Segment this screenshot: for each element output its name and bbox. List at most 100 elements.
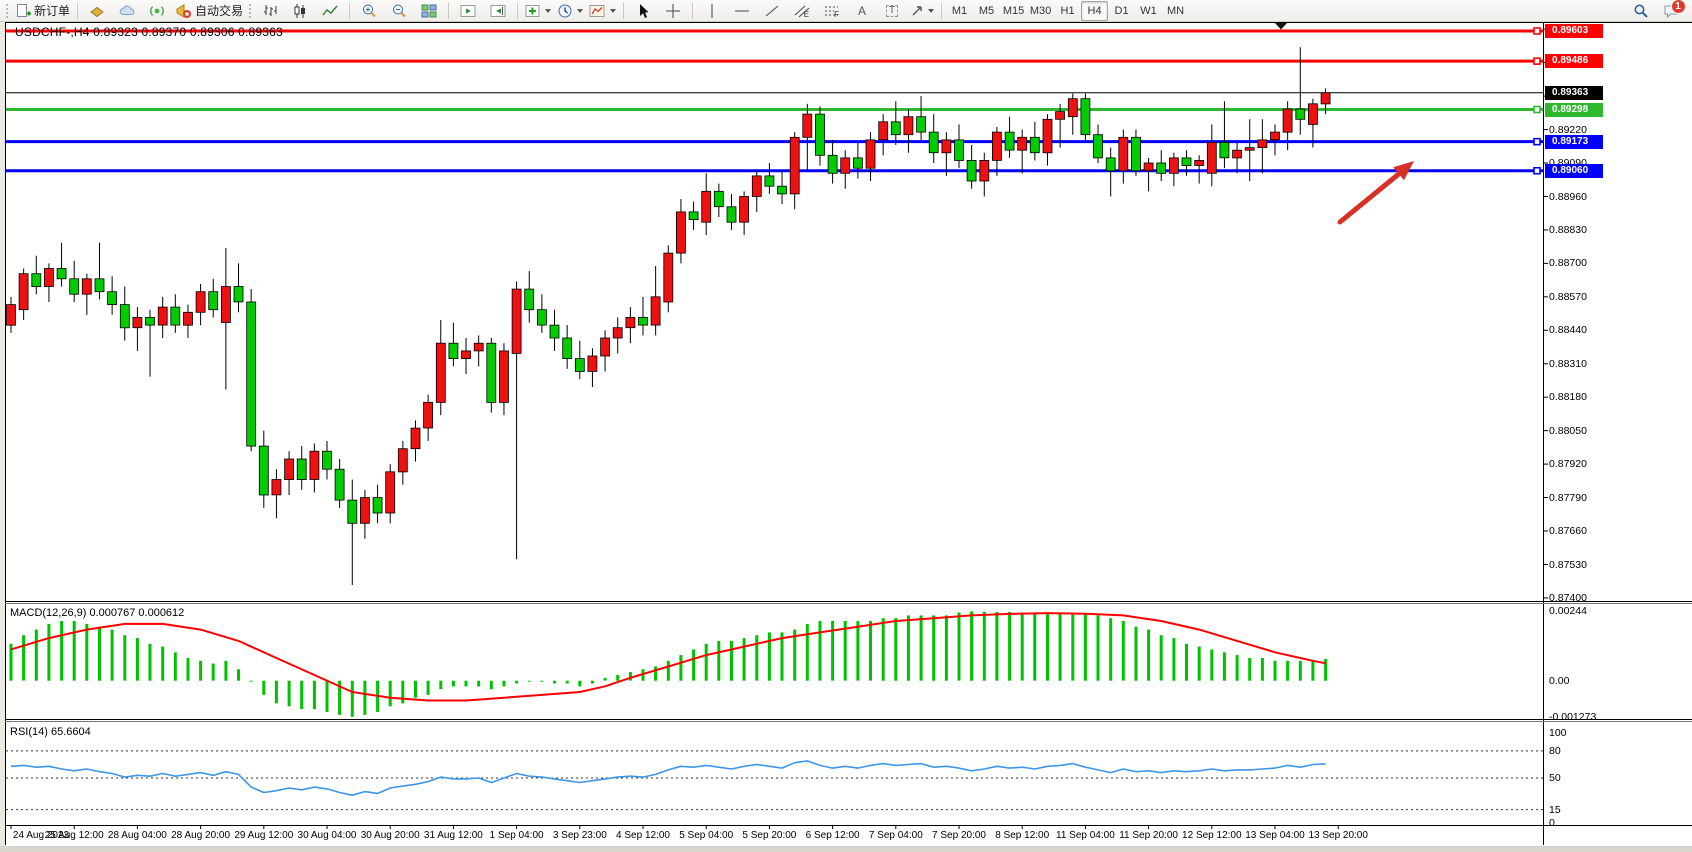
clock-icon: [557, 3, 573, 19]
chart-shift-button[interactable]: [483, 0, 513, 22]
text-label-button[interactable]: T: [877, 0, 907, 22]
price-badge: 0.89486: [1545, 54, 1603, 69]
signal-icon: [149, 3, 165, 19]
price-tick: 0.88960: [1549, 190, 1587, 203]
time-axis-label: 7 Sep 04:00: [868, 830, 923, 841]
arrows-tool-button[interactable]: [907, 0, 937, 22]
tile-windows-button[interactable]: [414, 0, 444, 22]
tf-button-H1[interactable]: H1: [1060, 4, 1075, 17]
separator: [517, 2, 519, 19]
vertical-line-button[interactable]: [697, 0, 727, 22]
equidistant-channel-button[interactable]: E: [787, 0, 817, 22]
macd-pane[interactable]: [6, 604, 1543, 719]
tf-button-M30[interactable]: M30: [1029, 4, 1052, 17]
templates-button[interactable]: [586, 0, 619, 22]
line-chart-icon: [322, 3, 338, 19]
tf-button-M1[interactable]: M1: [951, 4, 968, 17]
gold-box-button[interactable]: [82, 0, 112, 22]
fibonacci-button[interactable]: F: [817, 0, 847, 22]
fibonacci-icon: F: [824, 3, 840, 19]
time-axis-label: 28 Aug 04:00: [107, 830, 167, 841]
rsi-axis-label: 0: [1549, 817, 1555, 830]
horizontal-line-button[interactable]: [727, 0, 757, 22]
price-tick: 0.88050: [1549, 424, 1587, 437]
signals-button[interactable]: [142, 0, 172, 22]
tf-button-M5[interactable]: M5: [978, 4, 995, 17]
price-tick: 0.87920: [1549, 458, 1587, 471]
tf-button-W1[interactable]: W1: [1140, 4, 1157, 17]
time-axis-label: 29 Aug 12:00: [234, 830, 294, 841]
time-axis-label: 30 Aug 20:00: [360, 830, 420, 841]
trendline-button[interactable]: [757, 0, 787, 22]
price-badge: 0.89173: [1545, 134, 1603, 149]
price-tick: 0.88700: [1549, 257, 1587, 270]
macd-axis-label: -0.001273: [1549, 710, 1597, 723]
tile-windows-icon: [421, 3, 437, 19]
price-badge: 0.89363: [1545, 85, 1603, 100]
cursor-icon: [635, 3, 651, 19]
cloud-button[interactable]: [112, 0, 142, 22]
cursor-button[interactable]: [628, 0, 658, 22]
time-axis-label: 3 Sep 23:00: [552, 830, 607, 841]
price-tick: 0.88440: [1549, 324, 1587, 337]
toolbar-grip: [248, 2, 254, 19]
price-tick: 0.87530: [1549, 558, 1587, 571]
candlestick-chart-button[interactable]: [285, 0, 315, 22]
macd-label: MACD(12,26,9) 0.000767 0.000612: [10, 607, 185, 619]
price-tick: 0.88830: [1549, 223, 1587, 236]
periods-button[interactable]: [554, 0, 586, 22]
time-axis-label: 6 Sep 12:00: [805, 830, 860, 841]
window-bottom-frame: [0, 846, 1692, 852]
rsi-pane[interactable]: [6, 722, 1543, 825]
gold-box-icon: [89, 3, 105, 19]
chat-button[interactable]: 1: [1656, 0, 1686, 22]
template-icon: [589, 3, 606, 19]
new-order-icon: [15, 3, 31, 19]
text-button[interactable]: A: [847, 0, 877, 22]
tf-button-M15[interactable]: M15: [1002, 4, 1025, 17]
chat-icon: 1: [1663, 0, 1686, 19]
price-tick: 0.88180: [1549, 391, 1587, 404]
auto-scroll-icon: [460, 3, 477, 19]
macd-axis-label: 0.00: [1549, 674, 1570, 687]
text-label-icon: T: [885, 4, 899, 17]
rsi-axis-label: 50: [1549, 772, 1561, 784]
auto-scroll-button[interactable]: [453, 0, 483, 22]
separator: [692, 2, 694, 19]
time-axis-label: 8 Sep 12:00: [995, 830, 1050, 841]
rsi-label: RSI(14) 65.6604: [10, 726, 91, 738]
zoom-in-button[interactable]: [354, 0, 384, 22]
tf-button-D1[interactable]: D1: [1114, 4, 1129, 17]
tf-button-H4[interactable]: H4: [1081, 0, 1109, 21]
main-chart-pane[interactable]: [6, 22, 1543, 601]
window-left-frame: [0, 22, 5, 846]
notification-badge: 1: [1670, 0, 1686, 14]
zoom-out-icon: [391, 3, 407, 19]
time-axis-label: 25 Aug 12:00: [44, 830, 104, 841]
new-order-button[interactable]: 新订单: [12, 0, 73, 22]
separator: [623, 2, 625, 19]
time-axis-label: 28 Aug 20:00: [171, 830, 231, 841]
rsi-axis-label: 100: [1549, 726, 1567, 739]
bar-chart-button[interactable]: [255, 0, 285, 22]
zoom-out-button[interactable]: [384, 0, 414, 22]
time-axis-label: 4 Sep 12:00: [616, 830, 670, 841]
rsi-axis-label: 80: [1549, 744, 1561, 757]
indicators-button[interactable]: [522, 0, 554, 22]
auto-trading-button[interactable]: 自动交易: [172, 0, 246, 22]
horizontal-line-icon: [734, 3, 750, 19]
price-tick: 0.87660: [1549, 525, 1587, 537]
indicators-icon: [525, 3, 541, 19]
time-axis-label: 11 Sep 20:00: [1119, 830, 1178, 841]
tf-button-MN[interactable]: MN: [1166, 4, 1185, 17]
main-toolbar: 新订单 自动交易: [0, 0, 1692, 22]
bar-chart-icon: [262, 3, 278, 19]
crosshair-button[interactable]: [658, 0, 688, 22]
line-chart-button[interactable]: [315, 0, 345, 22]
channel-letter: E: [803, 9, 810, 19]
price-tick: 0.88570: [1549, 290, 1587, 303]
chevron-down-icon: [545, 8, 552, 13]
price-tick: 0.87400: [1549, 591, 1587, 604]
search-button[interactable]: [1626, 0, 1656, 22]
time-axis-label: 30 Aug 04:00: [297, 830, 357, 841]
